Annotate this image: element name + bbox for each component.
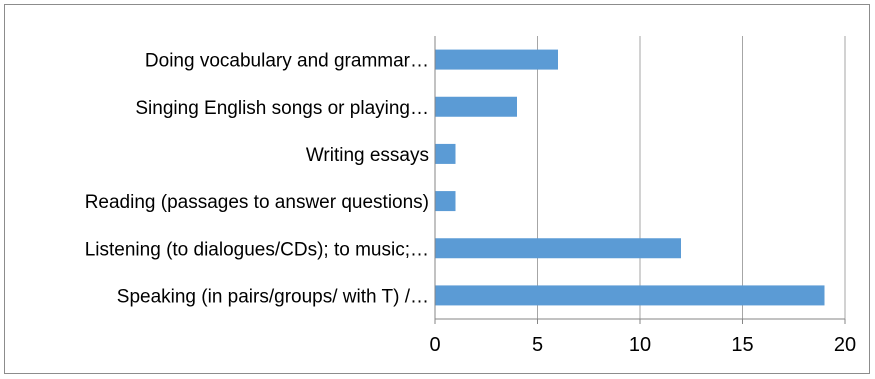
bar-0 (435, 49, 558, 70)
category-label-0: Doing vocabulary and grammar… (145, 51, 429, 72)
chart-frame: Doing vocabulary and grammar… Singing Eng… (4, 4, 870, 374)
category-label-4: Listening (to dialogues/CDs); to music;… (85, 239, 429, 260)
category-labels: Doing vocabulary and grammar… Singing Eng… (85, 51, 429, 308)
x-tick-label-0: 0 (429, 334, 440, 356)
bar-chart: Doing vocabulary and grammar… Singing Eng… (85, 36, 856, 356)
x-tick-label-4: 20 (834, 334, 856, 356)
category-label-2: Writing essays (306, 145, 429, 166)
category-label-5: Speaking (in pairs/groups/ with T) /… (117, 286, 429, 307)
bar-2 (435, 143, 456, 164)
x-tick-label-3: 15 (731, 334, 753, 356)
x-tick-label-1: 5 (532, 334, 543, 356)
category-label-1: Singing English songs or playing… (135, 98, 429, 119)
gridlines (537, 36, 846, 319)
x-tick-label-2: 10 (629, 334, 651, 356)
x-tick-labels: 0 5 10 15 20 (429, 334, 856, 356)
category-label-3: Reading (passages to answer questions) (85, 192, 429, 213)
bar-4 (435, 238, 681, 259)
bar-1 (435, 96, 517, 117)
bar-3 (435, 191, 456, 212)
bar-5 (435, 285, 825, 306)
axes (434, 36, 846, 324)
bars (435, 49, 825, 306)
